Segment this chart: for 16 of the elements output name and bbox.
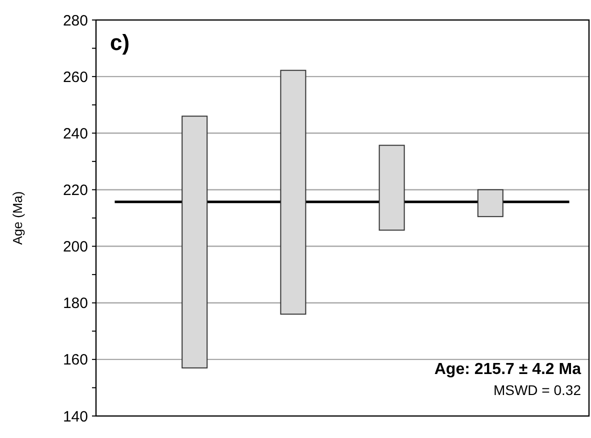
bar <box>378 144 405 231</box>
y-tick-label: 280 <box>62 12 88 30</box>
bar <box>477 189 504 218</box>
bar <box>280 70 306 315</box>
y-tick-label: 240 <box>62 125 88 142</box>
y-tick-label: 220 <box>62 182 88 199</box>
bar <box>182 116 208 368</box>
annotation: Age: 215.7 ± 4.2 Ma <box>434 361 582 378</box>
y-tick-label: 180 <box>62 295 88 312</box>
annotation: MSWD = 0.32 <box>493 382 582 398</box>
y-tick-label: 160 <box>62 352 88 369</box>
y-axis-title: Age (Ma) <box>10 191 25 245</box>
y-tick-label: 140 <box>62 408 88 426</box>
text: c) <box>110 30 130 55</box>
y-tick-label: 260 <box>62 68 88 86</box>
y-tick-label: 200 <box>62 238 88 256</box>
